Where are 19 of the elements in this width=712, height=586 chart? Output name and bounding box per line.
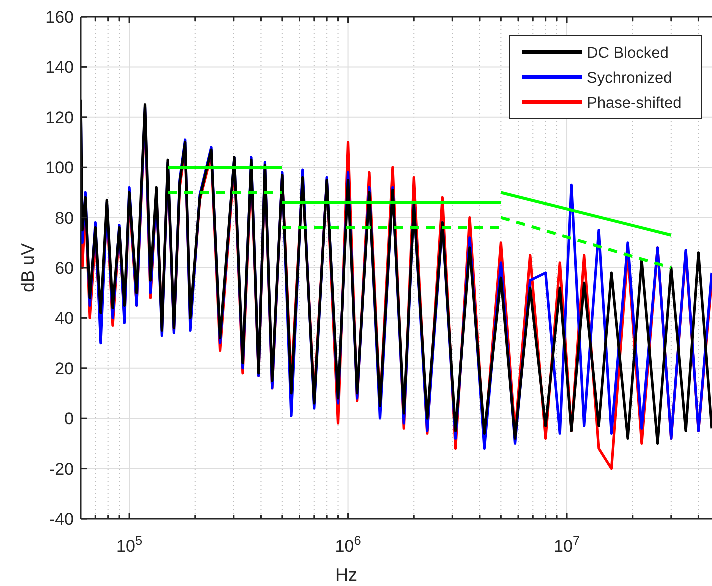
legend-label: Phase-shifted [587,95,682,112]
y-tick-label: 0 [64,410,74,429]
legend-label: DC Blocked [587,45,669,62]
y-tick-label: 120 [46,108,74,128]
legend-label: Sychronized [587,70,672,87]
y-tick-label: 60 [55,259,74,278]
y-tick-label: 20 [55,359,74,378]
y-axis-title: dB uV [18,243,38,293]
y-tick-label: -20 [49,460,74,479]
y-tick-label: 40 [55,309,74,328]
x-tick-label: 10$^{6}$ [335,532,362,556]
x-tick-label: 10$^{7}$ [554,532,580,556]
y-tick-label: 140 [46,58,74,78]
y-tick-label: -40 [49,510,74,529]
x-axis-title: Hz [336,565,358,585]
y-tick-label: 100 [46,158,74,178]
y-tick-label: 80 [55,208,74,228]
x-tick-label: 10$^{5}$ [116,532,143,556]
y-tick-label: 160 [46,8,74,27]
